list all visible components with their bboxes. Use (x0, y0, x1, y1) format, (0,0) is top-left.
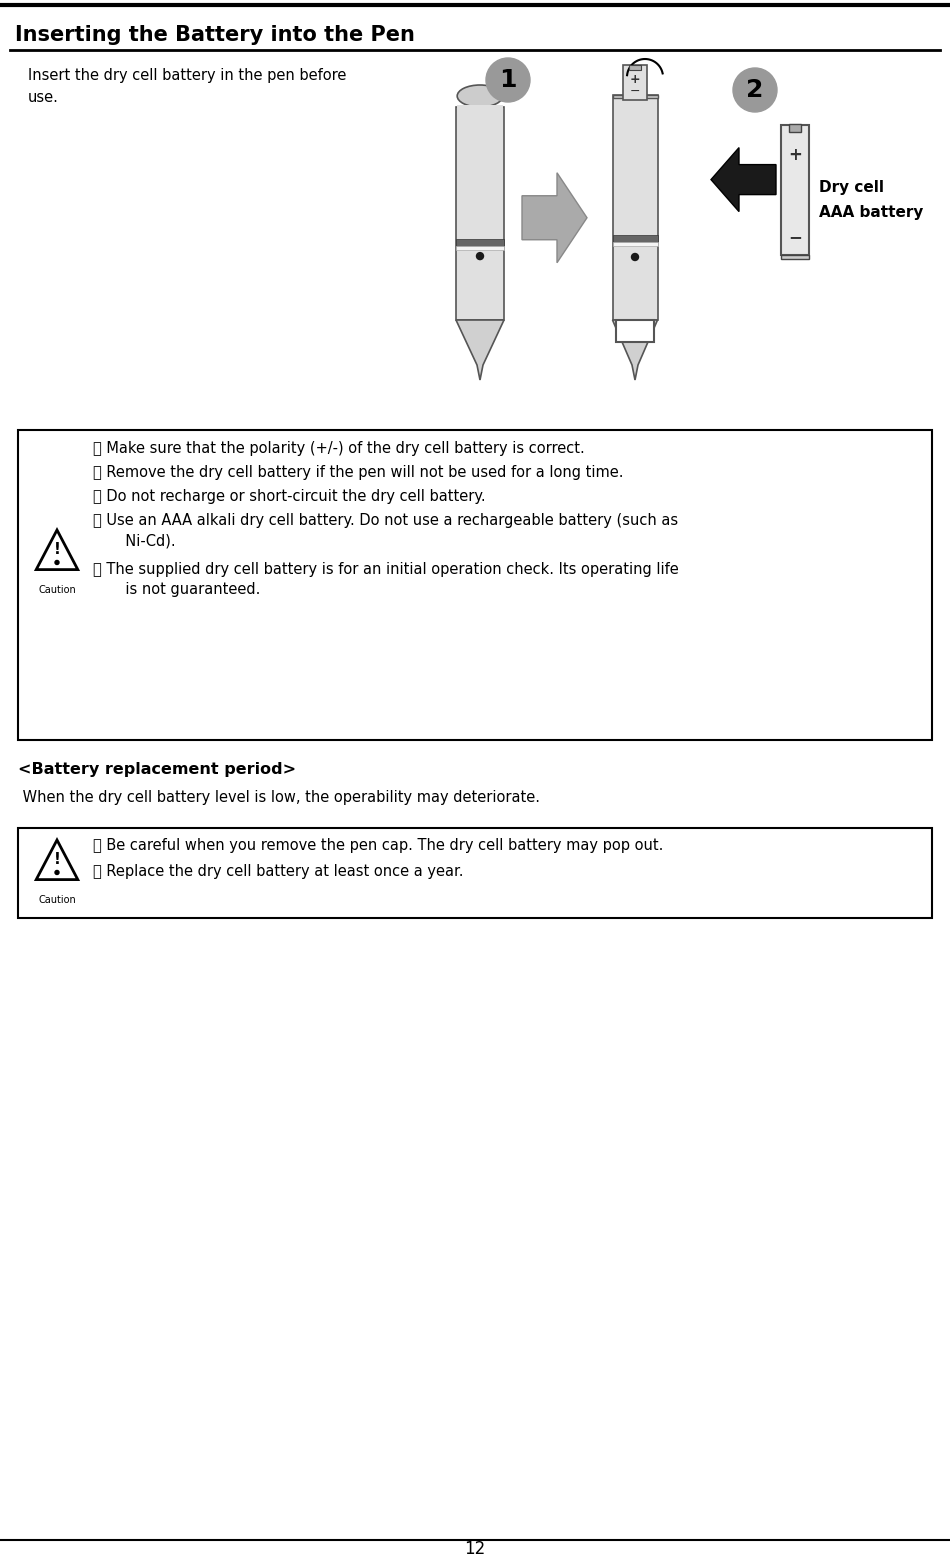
Bar (613, 95, 657, 98)
Text: ・ Use an AAA alkali dry cell battery. Do not use a rechargeable battery (such as: ・ Use an AAA alkali dry cell battery. Do… (93, 513, 678, 549)
Bar (613, 234, 657, 242)
Text: ・ Make sure that the polarity (+/-) of the dry cell battery is correct.: ・ Make sure that the polarity (+/-) of t… (93, 441, 585, 455)
Text: 12: 12 (465, 1540, 485, 1557)
Text: +: + (630, 73, 640, 86)
Circle shape (477, 253, 484, 260)
Bar (456, 239, 504, 246)
Bar (781, 256, 809, 259)
Text: Insert the dry cell battery in the pen before
use.: Insert the dry cell battery in the pen b… (28, 69, 347, 104)
Text: Caution: Caution (38, 585, 76, 596)
Bar (456, 246, 504, 249)
Text: ・ Replace the dry cell battery at least once a year.: ・ Replace the dry cell battery at least … (93, 864, 464, 879)
Bar (622, 65, 647, 100)
Text: AAA battery: AAA battery (819, 204, 923, 220)
Text: ・ Do not recharge or short-circuit the dry cell battery.: ・ Do not recharge or short-circuit the d… (93, 490, 485, 504)
Circle shape (632, 254, 638, 260)
Bar (457, 104, 503, 109)
Text: Caution: Caution (38, 895, 76, 906)
Polygon shape (522, 173, 587, 263)
Polygon shape (711, 148, 776, 212)
Polygon shape (613, 320, 657, 380)
Text: ・ Be careful when you remove the pen cap. The dry cell battery may pop out.: ・ Be careful when you remove the pen cap… (93, 839, 663, 853)
Text: −: − (630, 84, 640, 98)
Text: −: − (788, 228, 802, 246)
Circle shape (486, 58, 530, 101)
Text: Dry cell: Dry cell (819, 179, 884, 195)
Text: <Battery replacement period>: <Battery replacement period> (18, 762, 296, 776)
Bar (456, 108, 504, 320)
Bar (613, 242, 657, 245)
Polygon shape (456, 320, 504, 380)
Bar (630, 65, 640, 70)
Text: 2: 2 (747, 78, 764, 101)
Text: ・ Remove the dry cell battery if the pen will not be used for a long time.: ・ Remove the dry cell battery if the pen… (93, 465, 623, 480)
Bar (613, 95, 657, 320)
Circle shape (55, 561, 59, 564)
Text: +: + (788, 147, 802, 164)
Ellipse shape (457, 86, 503, 108)
Bar (781, 125, 809, 256)
Polygon shape (36, 840, 78, 879)
Bar (788, 125, 801, 133)
Text: !: ! (53, 853, 61, 867)
Text: 1: 1 (500, 69, 517, 92)
Polygon shape (36, 530, 78, 569)
Text: !: ! (53, 543, 61, 557)
Circle shape (733, 69, 777, 112)
Bar (18, 430, 932, 741)
Bar (616, 320, 655, 341)
Circle shape (55, 870, 59, 875)
Bar (18, 828, 932, 918)
Text: When the dry cell battery level is low, the operability may deteriorate.: When the dry cell battery level is low, … (18, 790, 540, 804)
Text: ・ The supplied dry cell battery is for an initial operation check. Its operating: ・ The supplied dry cell battery is for a… (93, 561, 678, 597)
Text: Inserting the Battery into the Pen: Inserting the Battery into the Pen (15, 25, 415, 45)
